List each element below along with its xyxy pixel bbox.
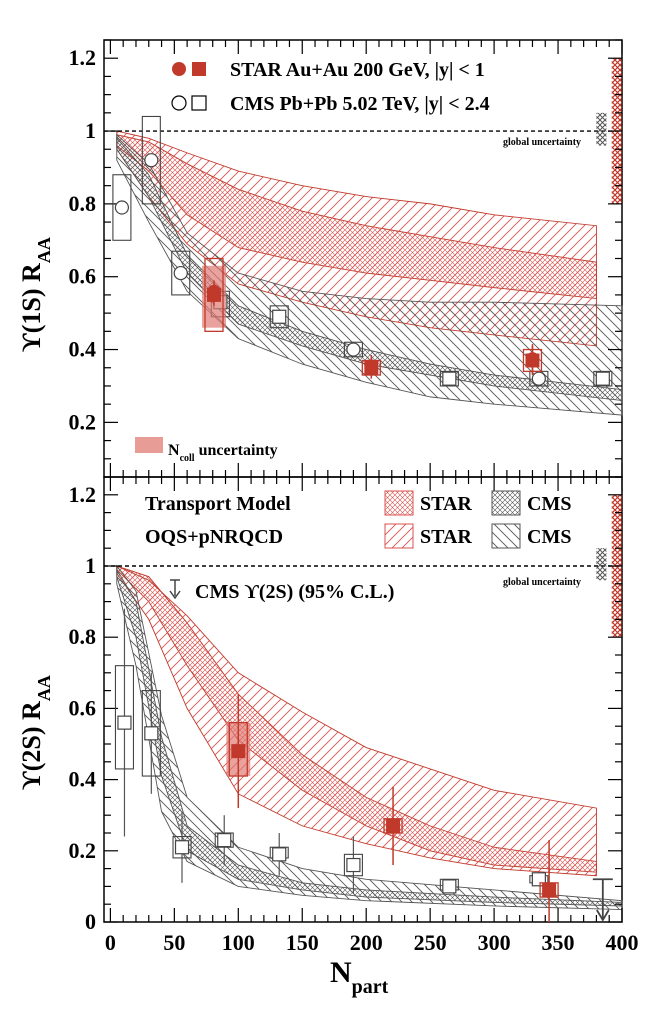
star-syst-box xyxy=(383,818,403,834)
cms-point xyxy=(272,847,287,862)
cms-point xyxy=(117,715,132,730)
plot-frame xyxy=(103,476,623,923)
x-tick-label: 100 xyxy=(222,930,255,955)
cms-point xyxy=(144,726,159,741)
cms-syst-box xyxy=(112,174,132,241)
y-tick-label: 0.8 xyxy=(69,624,97,649)
x-tick-label: 250 xyxy=(414,930,447,955)
axis-ticks: 0.2 0.4 0.6 0.8 1 1.2 xyxy=(69,39,623,478)
legend-cms-label: CMS Pb+Pb 5.02 TeV, |y| < 2.4 xyxy=(230,93,490,115)
legend-cms-square-marker xyxy=(191,95,207,111)
cms-point xyxy=(174,840,190,855)
star-point xyxy=(231,744,246,759)
star-point xyxy=(206,287,221,302)
y-tick-label: 0.6 xyxy=(69,264,97,289)
x-axis-label: Npart xyxy=(330,956,389,998)
global-uncertainty-cms xyxy=(596,548,607,581)
star-point xyxy=(386,818,401,833)
legend-upper-limit-arrow-icon xyxy=(169,579,181,600)
cms-point xyxy=(442,879,457,894)
y-tick-label: 1 xyxy=(85,553,96,578)
y-tick-label: 0.4 xyxy=(69,767,97,792)
y-axis-label-top: ϒ(1S) RAA xyxy=(17,237,54,352)
star-syst-box xyxy=(228,721,248,777)
model-title-line1: Transport Model xyxy=(145,493,291,515)
legend-star-crosshatch-label: STAR xyxy=(420,493,472,515)
y-tick-label: 0.2 xyxy=(69,838,97,863)
legend-cms-circle-marker xyxy=(171,95,187,111)
legend-cms-crosshatch-swatch xyxy=(491,490,521,516)
cms-syst-box xyxy=(141,690,161,777)
ncoll-uncertainty-swatch xyxy=(135,437,163,453)
cms-point xyxy=(442,371,457,386)
legend-star-crosshatch-swatch xyxy=(384,490,414,516)
cms-point xyxy=(595,371,610,386)
y-tick-label: 0.6 xyxy=(69,695,97,720)
x-tick-label: 350 xyxy=(542,930,575,955)
star-point xyxy=(364,359,378,373)
y-tick-label: 0 xyxy=(85,909,96,934)
ncoll-uncertainty-label: Ncoll uncertainty xyxy=(168,442,278,464)
y-tick-label: 0.2 xyxy=(69,409,97,434)
y-axis-label-bottom: ϒ(2S) RAA xyxy=(17,675,54,790)
y-tick-label: 1.2 xyxy=(69,45,97,70)
star-point xyxy=(525,352,539,366)
cms-point xyxy=(346,857,361,873)
cms-point xyxy=(346,342,361,357)
star-syst-box xyxy=(539,882,559,898)
cms-syst-box xyxy=(171,250,191,296)
y-tick-label: 0.8 xyxy=(69,191,97,216)
cms-point xyxy=(173,265,188,281)
legend-star-diagonal-label: STAR xyxy=(420,526,472,548)
band-cms-diagonal xyxy=(116,133,623,416)
cms-syst-box xyxy=(439,370,459,387)
global-uncertainty-label: global uncertainty xyxy=(503,137,581,148)
legend-star-label: STAR Au+Au 200 GeV, |y| < 1 xyxy=(230,59,485,81)
legend-upper-limit-label: CMS ϒ(2S) (95% C.L.) xyxy=(195,581,394,603)
axis-ticks: 0 0.2 0.4 0.6 0.8 1 1.2 0 50 100 150 200 250 300 350 40… xyxy=(69,476,639,955)
x-tick-label: 300 xyxy=(478,930,511,955)
y-tick-label: 0.4 xyxy=(69,337,97,362)
cms-syst-box xyxy=(214,832,234,848)
panel-upsilon-2s: 0 0.2 0.4 0.6 0.8 1 1.2 0 50 100 150 200 250 300 350 40… xyxy=(17,476,639,998)
cms-syst-box xyxy=(172,836,192,859)
cms-point xyxy=(272,309,287,324)
cms-syst-box xyxy=(269,305,289,329)
band-star-diagonal xyxy=(116,565,597,877)
cms-point xyxy=(144,153,159,168)
legend-star-square-marker xyxy=(192,62,206,76)
star-syst-box xyxy=(204,257,224,332)
panel-upsilon-1s: 0.2 0.4 0.6 0.8 1 1.2 STAR Au+Au 200 GeV, |y|… xyxy=(17,39,623,478)
legend-star-circle-marker xyxy=(172,62,186,76)
global-uncertainty-cms xyxy=(596,112,607,146)
star-point xyxy=(542,882,557,897)
data-points xyxy=(114,608,613,922)
model-title-line2: OQS+pNRQCD xyxy=(145,526,283,548)
cms-point xyxy=(217,833,232,848)
x-tick-label: 400 xyxy=(606,930,639,955)
x-tick-label: 150 xyxy=(286,930,319,955)
x-tick-label: 0 xyxy=(105,930,116,955)
legend-cms-crosshatch-label: CMS xyxy=(527,493,571,515)
x-tick-label: 50 xyxy=(163,930,185,955)
cms-point xyxy=(531,371,546,386)
cms-upper-limit-arrow-icon xyxy=(592,878,613,922)
cms-syst-box xyxy=(593,370,613,387)
y-tick-label: 1 xyxy=(85,118,96,143)
global-uncertainty-label: global uncertainty xyxy=(503,577,581,588)
cms-syst-box xyxy=(114,665,135,770)
cms-syst-box xyxy=(141,115,161,205)
legend-cms-diagonal-label: CMS xyxy=(527,526,571,548)
y-tick-label: 1.2 xyxy=(69,482,97,507)
cms-syst-box xyxy=(343,853,363,877)
cms-syst-box xyxy=(343,341,363,358)
cms-point xyxy=(114,200,130,215)
legend-cms-diagonal-swatch xyxy=(491,523,521,549)
legend-star-diagonal-swatch xyxy=(384,523,414,549)
x-tick-label: 200 xyxy=(350,930,383,955)
data-points xyxy=(112,115,613,387)
